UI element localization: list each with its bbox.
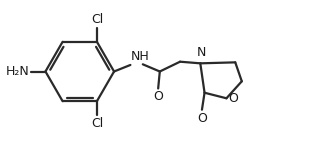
Text: O: O bbox=[228, 92, 238, 105]
Text: NH: NH bbox=[131, 50, 150, 63]
Text: N: N bbox=[196, 46, 206, 59]
Text: H₂N: H₂N bbox=[5, 65, 29, 78]
Text: Cl: Cl bbox=[91, 13, 103, 26]
Text: O: O bbox=[153, 91, 163, 103]
Text: O: O bbox=[197, 112, 207, 125]
Text: Cl: Cl bbox=[91, 117, 103, 130]
